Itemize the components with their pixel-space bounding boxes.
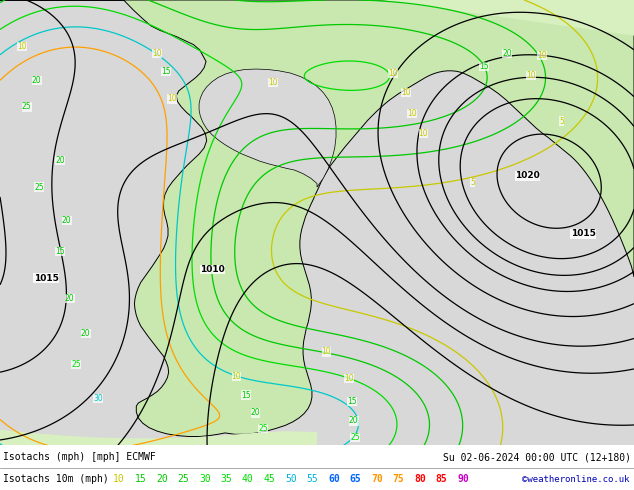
Text: 1010: 1010 [200, 265, 225, 274]
Text: 10: 10 [418, 129, 429, 138]
Text: 30: 30 [199, 474, 210, 484]
Text: ©weatheronline.co.uk: ©weatheronline.co.uk [522, 474, 630, 484]
Text: 40: 40 [242, 474, 254, 484]
Polygon shape [0, 430, 317, 445]
Text: 75: 75 [392, 474, 404, 484]
Text: 65: 65 [349, 474, 361, 484]
Text: 5: 5 [470, 178, 475, 187]
Text: 25: 25 [22, 102, 32, 111]
Text: 10: 10 [268, 78, 278, 87]
Text: 55: 55 [306, 474, 318, 484]
Text: 35: 35 [221, 474, 232, 484]
Text: 15: 15 [347, 397, 357, 406]
Text: Isotachs (mph) [mph] ECMWF: Isotachs (mph) [mph] ECMWF [3, 452, 156, 462]
Text: 10: 10 [17, 42, 27, 51]
Text: 25: 25 [258, 424, 268, 433]
Text: 50: 50 [285, 474, 297, 484]
Text: 25: 25 [350, 433, 360, 442]
Text: 25: 25 [178, 474, 190, 484]
Polygon shape [0, 0, 634, 437]
Text: 1015: 1015 [34, 274, 59, 283]
Text: 70: 70 [371, 474, 383, 484]
Text: 20: 20 [32, 75, 42, 85]
Text: 80: 80 [414, 474, 426, 484]
Polygon shape [380, 0, 634, 36]
Text: 15: 15 [161, 67, 171, 76]
Text: 25: 25 [34, 183, 44, 192]
Text: 45: 45 [264, 474, 275, 484]
Text: Isotachs 10m (mph): Isotachs 10m (mph) [3, 474, 109, 484]
Text: 20: 20 [81, 329, 91, 338]
Polygon shape [199, 69, 336, 187]
Text: 10: 10 [388, 69, 398, 78]
Text: 10: 10 [113, 474, 125, 484]
Text: 20: 20 [349, 416, 359, 425]
Text: 25: 25 [71, 360, 81, 369]
Text: 10: 10 [344, 374, 354, 383]
Text: 10: 10 [231, 372, 242, 381]
Text: 20: 20 [65, 294, 75, 303]
Text: 10: 10 [526, 71, 536, 80]
Text: 20: 20 [502, 49, 512, 58]
Text: 20: 20 [156, 474, 168, 484]
Text: 20: 20 [55, 156, 65, 165]
Text: 10: 10 [401, 88, 411, 97]
Text: 30: 30 [93, 394, 103, 403]
Text: 10: 10 [167, 95, 178, 103]
Text: 10: 10 [152, 49, 162, 58]
Text: 90: 90 [457, 474, 469, 484]
Text: 15: 15 [479, 62, 489, 72]
Text: 60: 60 [328, 474, 340, 484]
Text: 1020: 1020 [515, 172, 540, 180]
Text: 10: 10 [407, 109, 417, 118]
Text: 1015: 1015 [571, 229, 596, 238]
Text: 10: 10 [321, 347, 332, 356]
Text: 10: 10 [537, 51, 547, 60]
Text: Su 02-06-2024 00:00 UTC (12+180): Su 02-06-2024 00:00 UTC (12+180) [443, 452, 631, 462]
Text: 15: 15 [134, 474, 146, 484]
Text: 15: 15 [55, 247, 65, 256]
Text: 5: 5 [559, 117, 564, 125]
Text: 15: 15 [241, 391, 251, 399]
Text: 20: 20 [250, 408, 261, 417]
Text: 20: 20 [61, 216, 72, 225]
Text: 85: 85 [436, 474, 447, 484]
